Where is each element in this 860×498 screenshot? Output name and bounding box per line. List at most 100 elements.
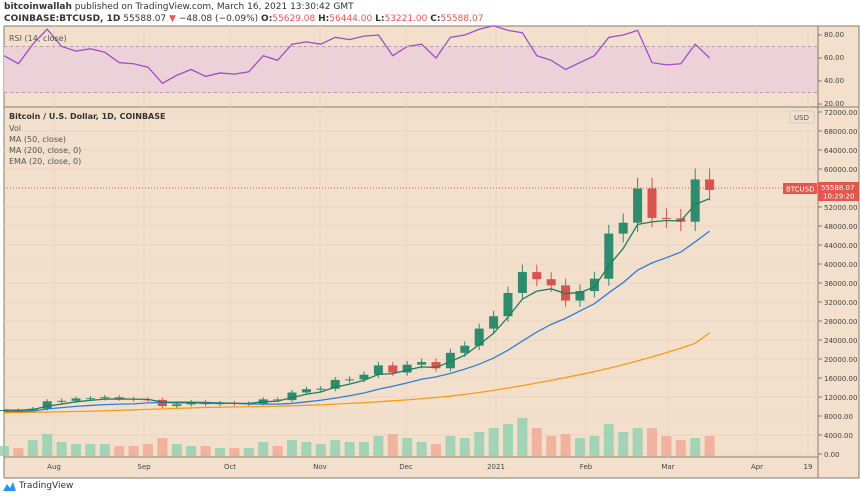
candle-body xyxy=(100,397,110,399)
volume-bar xyxy=(258,442,269,456)
price-tick-label: 0.00 xyxy=(824,451,840,459)
volume-bar xyxy=(186,446,197,456)
price-tick-label: 72000.00 xyxy=(824,109,857,117)
volume-bar xyxy=(99,444,110,456)
time-tick-label: 2021 xyxy=(487,463,505,471)
legend-ma50[interactable]: MA (50, close) xyxy=(9,135,66,144)
volume-bar xyxy=(431,444,441,456)
last-price: 55588.07 xyxy=(123,14,167,24)
time-tick-label: Nov xyxy=(313,463,327,471)
candle-body xyxy=(633,188,643,223)
time-tick-label: Sep xyxy=(137,463,151,471)
price-tick-label: 64000.00 xyxy=(824,147,857,155)
candle-body xyxy=(417,362,427,365)
volume-bar xyxy=(560,434,571,456)
candle-body xyxy=(359,374,369,380)
tradingview-icon xyxy=(3,482,16,491)
candle-body xyxy=(532,272,542,280)
candle-body xyxy=(705,179,715,190)
volume-bar xyxy=(474,432,485,456)
chart-canvas[interactable]: 72000.00 68000.00 64000.00 60000.00 52000.00… xyxy=(0,0,860,480)
legend-ema20[interactable]: EMA (20, close, 0) xyxy=(9,157,81,166)
volume-bar xyxy=(690,438,701,456)
volume-bar xyxy=(546,436,557,456)
volume-bar xyxy=(445,436,456,456)
volume-bar xyxy=(143,444,153,456)
candle-body xyxy=(647,188,657,218)
candle-body xyxy=(517,272,527,293)
candle-body xyxy=(114,397,124,399)
tradingview-logo[interactable]: TradingView xyxy=(3,481,73,491)
candle-body xyxy=(431,362,441,369)
candle-body xyxy=(690,179,700,222)
high-value: 56444.00 xyxy=(329,14,373,24)
price-tick-label: 36000.00 xyxy=(824,280,857,288)
candle-body xyxy=(57,400,67,402)
volume-bar xyxy=(675,440,686,456)
open-label: O: xyxy=(261,14,273,24)
volume-bar xyxy=(42,434,53,456)
volume-bar xyxy=(488,428,499,456)
volume-bar xyxy=(56,442,67,456)
volume-bar xyxy=(315,444,326,456)
candle-body xyxy=(301,389,311,393)
open-value: 55629.08 xyxy=(272,14,316,24)
volume-bar xyxy=(287,440,297,456)
low-label: L: xyxy=(375,14,385,24)
high-label: H: xyxy=(318,14,330,24)
volume-bar xyxy=(704,436,715,456)
price-tick-label: 48000.00 xyxy=(824,223,857,231)
price-tick-label: 28000.00 xyxy=(824,318,857,326)
volume-bar xyxy=(575,438,585,456)
volume-bar xyxy=(387,434,398,456)
down-arrow-icon: ▼ xyxy=(169,14,176,24)
time-tick-label: Mar xyxy=(661,463,674,471)
volume-bar xyxy=(27,440,38,456)
author-name[interactable]: bitcoinwallah xyxy=(4,2,72,12)
volume-bar xyxy=(0,446,9,456)
rsi-label: RSI (14, close) xyxy=(9,34,67,43)
candle-body xyxy=(42,401,52,409)
published-text: published on TradingView.com, March 16, … xyxy=(74,2,354,12)
candle-body xyxy=(287,392,297,401)
price-tag xyxy=(818,182,859,201)
volume-bar xyxy=(661,436,672,456)
price-tick-label: 4000.00 xyxy=(824,432,853,440)
legend-vol[interactable]: Vol xyxy=(9,124,21,133)
price-tick-label: 40000.00 xyxy=(824,261,857,269)
legend-ma200[interactable]: MA (200, close, 0) xyxy=(9,146,81,155)
rsi-tick-label: 20.00 xyxy=(824,100,844,108)
volume-bar xyxy=(344,442,355,456)
volume-bar xyxy=(157,438,168,456)
rsi-tick-label: 80.00 xyxy=(824,31,844,39)
candle-body xyxy=(546,279,556,286)
candle-body xyxy=(489,316,499,329)
rsi-band xyxy=(4,46,818,93)
volume-bar xyxy=(402,438,413,456)
price-tick-label: 60000.00 xyxy=(824,166,857,174)
volume-bar xyxy=(459,438,470,456)
currency-label: USD xyxy=(794,114,809,122)
volume-bar xyxy=(517,418,528,456)
candle-body xyxy=(345,379,355,381)
candle-body xyxy=(503,292,513,317)
price-tick-label: 20000.00 xyxy=(824,356,857,364)
volume-bar xyxy=(603,424,614,456)
price-tick-label: 32000.00 xyxy=(824,299,857,307)
volume-bar xyxy=(215,448,225,456)
volume-bar xyxy=(301,442,312,456)
currency-button[interactable] xyxy=(789,110,815,124)
candle-body xyxy=(589,278,599,292)
ema20-line xyxy=(3,197,710,411)
time-tick-label: Aug xyxy=(47,463,61,471)
time-tick-label: Feb xyxy=(580,463,593,471)
price-tick-label: 44000.00 xyxy=(824,242,857,250)
volume-bar xyxy=(85,444,96,456)
time-tick-label: 19 xyxy=(804,463,813,471)
volume-bar xyxy=(200,446,211,456)
volume-bar xyxy=(330,440,341,456)
price-tag-countdown: 10:29:20 xyxy=(823,193,854,201)
candle-body xyxy=(172,404,182,407)
close-label: C: xyxy=(430,14,441,24)
price-tick-label: 16000.00 xyxy=(824,375,857,383)
